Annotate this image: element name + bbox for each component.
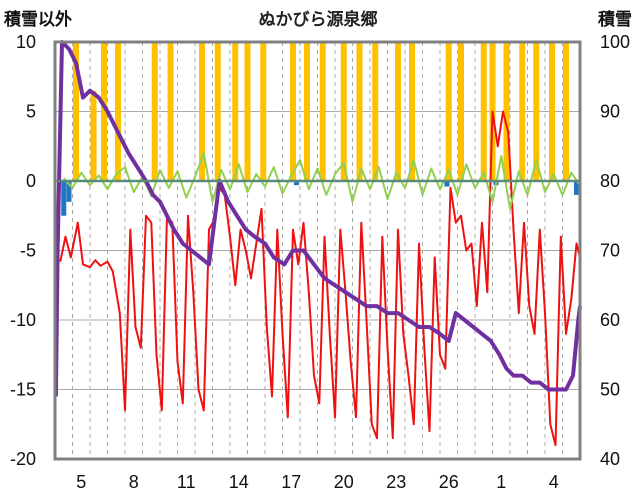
precip-bar [356,42,363,181]
precip-bar [409,42,415,181]
precip-bar [244,42,251,181]
precip-bar [563,42,569,181]
x-tick-label: 5 [76,472,86,492]
x-tick-label: 20 [334,472,354,492]
precip-bar [549,42,555,181]
blue-bar [444,181,450,187]
left-tick-label: 10 [16,32,36,52]
right-tick-label: 60 [600,310,620,330]
precip-bar [151,42,158,181]
right-tick-layer: 100 90 80 70 60 50 40 [600,32,630,469]
precip-bar [503,42,510,181]
precip-bar [101,42,107,181]
precip-bar [340,42,347,181]
precip-bar [519,42,526,181]
left-axis-title: 積雪以外 [4,9,72,29]
blue-bar [574,181,579,195]
left-tick-label: -15 [10,380,36,400]
precip-bar [319,42,326,181]
right-tick-label: 40 [600,449,620,469]
precip-bar [445,42,452,181]
precip-bar [199,42,205,181]
chart-title: ぬかびら源泉郷 [259,9,378,29]
line-layer [53,40,582,447]
right-tick-label: 90 [600,102,620,122]
precip-bar [458,42,464,181]
precip-bar [232,42,239,181]
blue-bar [294,181,299,186]
x-tick-layer: 5 8 11 14 17 20 23 26 1 4 [76,472,559,492]
left-tick-label: 5 [26,102,36,122]
precip-bar [73,42,79,181]
x-tick-label: 26 [439,472,459,492]
blue-bar [66,181,72,202]
precip-bar [115,42,121,181]
series-snowdepth-line [53,40,582,397]
precip-bar [290,42,296,181]
precip-bar [90,90,97,181]
x-tick-label: 14 [229,472,249,492]
precip-bar [214,42,221,181]
precip-bar [260,42,267,181]
series-temperature-line [59,110,581,447]
precip-bar [304,42,310,181]
left-tick-label: -5 [20,241,36,261]
precip-bar [167,42,174,181]
right-tick-label: 80 [600,171,620,191]
x-tick-label: 11 [177,472,196,492]
x-tick-label: 8 [129,472,139,492]
x-tick-label: 23 [386,472,406,492]
precip-bar [395,42,401,181]
right-tick-label: 50 [600,380,620,400]
x-tick-label: 1 [496,472,506,492]
bar-layer [61,42,579,216]
precip-bar [480,42,487,181]
right-axis-title: 積雪 [598,9,632,29]
right-tick-label: 100 [600,32,630,52]
precip-bar [533,42,540,181]
left-tick-layer: 10 5 0 -5 -10 -15 -20 [10,32,36,469]
left-tick-label: 0 [26,171,36,191]
x-tick-label: 17 [281,472,301,492]
precip-bar [372,42,379,181]
blue-bar [61,181,67,216]
right-tick-label: 70 [600,241,620,261]
left-tick-label: -10 [10,310,36,330]
x-tick-label: 4 [549,472,559,492]
plot-frame [53,40,582,461]
left-tick-label: -20 [10,449,36,469]
